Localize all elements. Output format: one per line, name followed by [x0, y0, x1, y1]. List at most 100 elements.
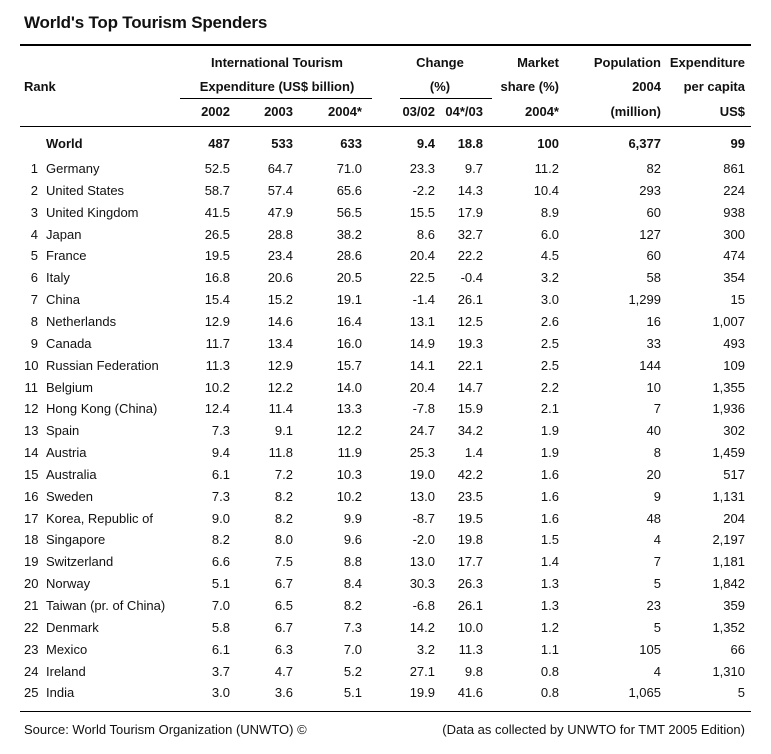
country-cell: Mexico	[46, 642, 88, 657]
country-cell: Denmark	[46, 620, 99, 635]
change-0403-cell: 9.7	[464, 161, 483, 176]
change-0302-cell: -2.2	[412, 183, 435, 198]
value-2003-cell: 47.9	[267, 205, 293, 220]
population-cell: 7	[653, 554, 661, 569]
value-2002-cell: 5.8	[211, 620, 230, 635]
population-cell: 10	[646, 380, 661, 395]
change-0403-cell: 15.9	[457, 401, 483, 416]
value-2004-cell: 19.1	[336, 292, 362, 307]
top-rule	[20, 44, 751, 46]
rank-cell: 25	[24, 685, 39, 700]
change-0403-cell: 22.2	[457, 248, 483, 263]
population-cell: 5	[653, 620, 661, 635]
rank-cell: 3	[30, 205, 38, 220]
value-2002-cell: 58.7	[204, 183, 230, 198]
value-2003-cell: 6.3	[274, 642, 293, 657]
change-underline	[400, 98, 492, 99]
value-2004-cell: 13.3	[336, 401, 362, 416]
value-2003-cell: 7.2	[274, 467, 293, 482]
change-0302-cell: 24.7	[409, 423, 435, 438]
population-cell: 293	[639, 183, 661, 198]
value-2004-cell: 10.3	[336, 467, 362, 482]
population-cell: 127	[639, 227, 661, 242]
rank-cell: 18	[24, 532, 39, 547]
header-exp-line3: US$	[719, 104, 745, 119]
rank-cell: 2	[30, 183, 38, 198]
rank-cell: 20	[24, 576, 39, 591]
change-0403-cell: 10.0	[457, 620, 483, 635]
per-capita-cell: 517	[723, 467, 745, 482]
country-cell: Sweden	[46, 489, 93, 504]
rank-cell: 14	[24, 445, 39, 460]
per-capita-cell: 354	[723, 270, 745, 285]
value-2003-cell: 3.6	[274, 685, 293, 700]
market-share-cell: 1.3	[540, 576, 559, 591]
header-2003: 2003	[264, 104, 293, 119]
value-2004-cell: 9.9	[343, 511, 362, 526]
change-0302-cell: -8.7	[412, 511, 435, 526]
value-2004-cell: 15.7	[336, 358, 362, 373]
header-market-line2: share (%)	[500, 79, 559, 94]
market-share-cell: 1.6	[540, 467, 559, 482]
value-2003-cell: 9.1	[274, 423, 293, 438]
value-2002-cell: 11.7	[205, 336, 230, 351]
header-rule	[20, 126, 751, 127]
market-share-cell: 1.6	[540, 489, 559, 504]
value-2004-cell: 65.6	[336, 183, 362, 198]
value-2002-cell: 10.2	[204, 380, 230, 395]
market-share-cell: 2.6	[540, 314, 559, 329]
market-share-cell: 3.2	[540, 270, 559, 285]
change-0302-cell: 15.5	[409, 205, 435, 220]
per-capita-cell: 1,842	[712, 576, 745, 591]
value-2002-cell: 12.4	[204, 401, 230, 416]
value-2003-cell: 8.0	[274, 532, 293, 547]
edition-note: (Data as collected by UNWTO for TMT 2005…	[442, 722, 745, 737]
value-2004-cell: 12.2	[336, 423, 362, 438]
market-share-cell: 2.5	[540, 336, 559, 351]
header-pop-line3: (million)	[610, 104, 661, 119]
country-cell: Singapore	[46, 532, 106, 547]
change-0403-cell: 11.3	[458, 642, 483, 657]
country-cell: Belgium	[46, 380, 93, 395]
population-cell: 105	[639, 642, 661, 657]
value-2004-cell: 16.0	[336, 336, 362, 351]
change-0403-cell: 19.5	[457, 511, 483, 526]
rank-cell: 5	[30, 248, 38, 263]
change-0403-cell: 41.6	[457, 685, 483, 700]
header-ch0403: 04*/03	[445, 104, 483, 119]
rank-cell: 12	[24, 401, 39, 416]
value-2002-cell: 52.5	[204, 161, 230, 176]
per-capita-cell: 1,936	[712, 401, 745, 416]
rank-cell: 7	[30, 292, 38, 307]
country-cell: India	[46, 685, 75, 700]
value-2002-cell: 15.4	[204, 292, 230, 307]
country-cell: World	[46, 136, 83, 151]
change-0403-cell: 17.7	[457, 554, 483, 569]
value-2003-cell: 20.6	[267, 270, 293, 285]
value-2003-cell: 13.4	[267, 336, 293, 351]
market-share-cell: 0.8	[540, 685, 559, 700]
value-2003-cell: 11.4	[268, 401, 293, 416]
country-cell: Ireland	[46, 664, 86, 679]
market-share-cell: 1.9	[540, 445, 559, 460]
value-2003-cell: 14.6	[267, 314, 293, 329]
value-2002-cell: 6.6	[211, 554, 230, 569]
population-cell: 40	[646, 423, 661, 438]
population-cell: 16	[646, 314, 661, 329]
change-0302-cell: 14.1	[409, 358, 435, 373]
country-cell: Taiwan (pr. of China)	[46, 598, 166, 613]
change-0403-cell: 26.3	[457, 576, 483, 591]
rank-cell: 19	[24, 554, 39, 569]
header-pop-line1: Population	[593, 55, 661, 70]
header-intl-line1: International Tourism	[211, 55, 343, 70]
per-capita-cell: 1,352	[712, 620, 745, 635]
population-cell: 7	[653, 401, 661, 416]
change-0403-cell: 22.1	[457, 358, 483, 373]
per-capita-cell: 1,131	[712, 489, 745, 504]
rank-cell: 1	[30, 161, 38, 176]
header-2002: 2002	[201, 104, 230, 119]
country-cell: Italy	[46, 270, 70, 285]
rank-cell: 4	[30, 227, 38, 242]
value-2002-cell: 11.3	[205, 358, 230, 373]
change-0302-cell: -6.8	[412, 598, 435, 613]
